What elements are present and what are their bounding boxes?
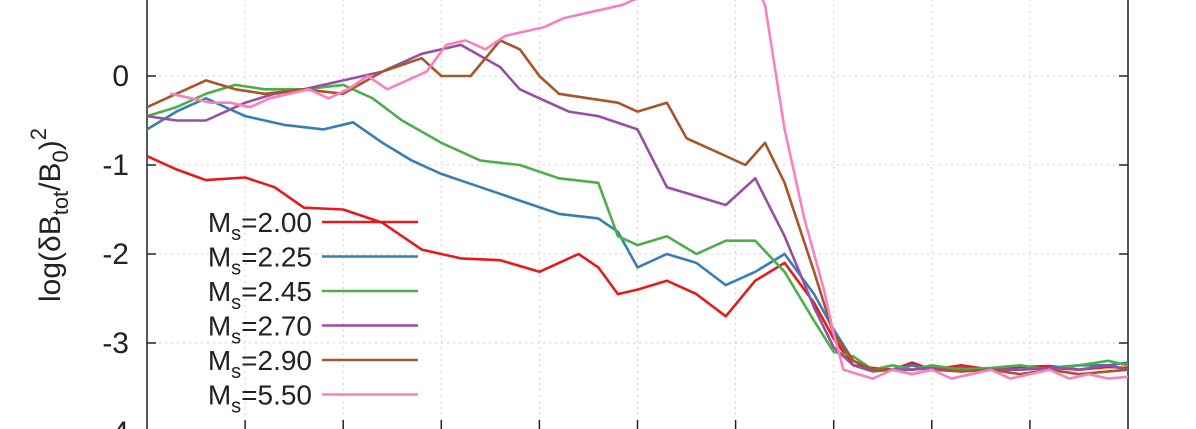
series-line-1 bbox=[147, 154, 1128, 371]
legend-label: Ms=2.00 bbox=[208, 207, 312, 245]
series-line-3 bbox=[147, 83, 1128, 371]
series-line-6 bbox=[170, 0, 1128, 380]
legend-entry: Ms=2.25 bbox=[208, 242, 418, 280]
legend: Ms=2.00Ms=2.25Ms=2.45Ms=2.70Ms=2.90Ms=5.… bbox=[208, 207, 418, 418]
legend-label: Ms=5.50 bbox=[208, 380, 312, 418]
legend-entry: Ms=2.90 bbox=[208, 345, 418, 383]
y-axis-label: log(δBtot/B0)2 bbox=[26, 128, 73, 302]
legend-entry: Ms=2.45 bbox=[208, 276, 418, 314]
legend-entry: Ms=2.70 bbox=[208, 311, 418, 349]
axes bbox=[146, 0, 1129, 429]
y-tick-label: -3 bbox=[102, 327, 129, 360]
y-tick-label: -2 bbox=[102, 238, 129, 271]
y-tick-label: -1 bbox=[102, 149, 129, 182]
legend-label: Ms=2.45 bbox=[208, 276, 312, 314]
series-lines bbox=[147, 0, 1128, 380]
legend-label: Ms=2.25 bbox=[208, 242, 312, 280]
legend-label: Ms=2.90 bbox=[208, 345, 312, 383]
y-tick-label: 0 bbox=[112, 60, 129, 93]
legend-entry: Ms=2.00 bbox=[208, 207, 418, 245]
y-tick-label: -4 bbox=[102, 416, 129, 429]
legend-label: Ms=2.70 bbox=[208, 311, 312, 349]
y-tick-labels: 1 0 -1 -2 -3 -4 bbox=[102, 0, 129, 429]
legend-entry: Ms=5.50 bbox=[208, 380, 418, 418]
y-tick-label: 1 bbox=[112, 0, 129, 4]
